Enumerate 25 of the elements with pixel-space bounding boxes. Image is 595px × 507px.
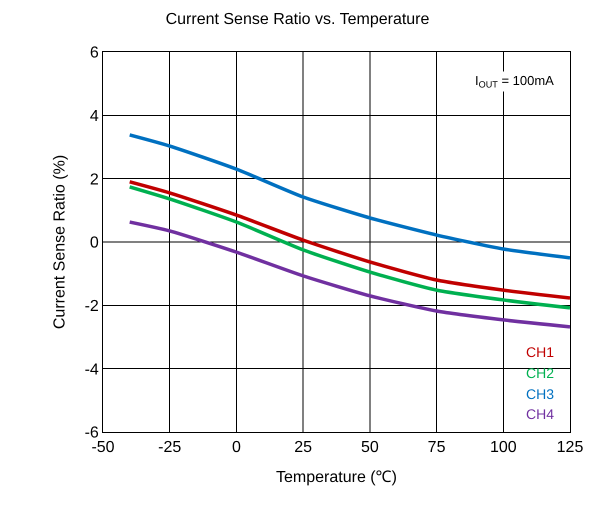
x-tick-label: 0 <box>232 439 241 456</box>
x-axis-title: Temperature (℃) <box>276 468 397 486</box>
text: CH2 <box>526 365 554 381</box>
y-tick-label: -6 <box>84 424 99 442</box>
x-tick-label: 75 <box>428 439 446 456</box>
line-series <box>128 133 570 260</box>
x-tick-label: -25 <box>158 439 182 456</box>
y-tick-label: 4 <box>90 108 99 125</box>
x-tick-label: 25 <box>294 439 312 456</box>
x-tick-label: 100 <box>490 439 517 456</box>
y-tick-label: 2 <box>90 171 99 188</box>
y-axis-title: Current Sense Ratio (%) <box>51 154 68 330</box>
x-tick-label: 125 <box>556 439 584 456</box>
text: CH1 <box>526 344 554 360</box>
annotation: I$_{OUT}$ = 100mA <box>475 73 554 90</box>
y-tick-label: -4 <box>84 361 99 378</box>
text: CH3 <box>526 386 554 402</box>
x-tick-label: 50 <box>360 439 379 456</box>
y-tick-label: 0 <box>90 234 99 252</box>
chart-title: Current Sense Ratio vs. Temperature <box>166 10 430 28</box>
y-tick-label: -2 <box>84 298 99 315</box>
line-series <box>128 220 570 329</box>
x-tick-label: -50 <box>91 439 115 456</box>
y-tick-label: 6 <box>90 44 99 62</box>
text: CH4 <box>526 406 554 422</box>
